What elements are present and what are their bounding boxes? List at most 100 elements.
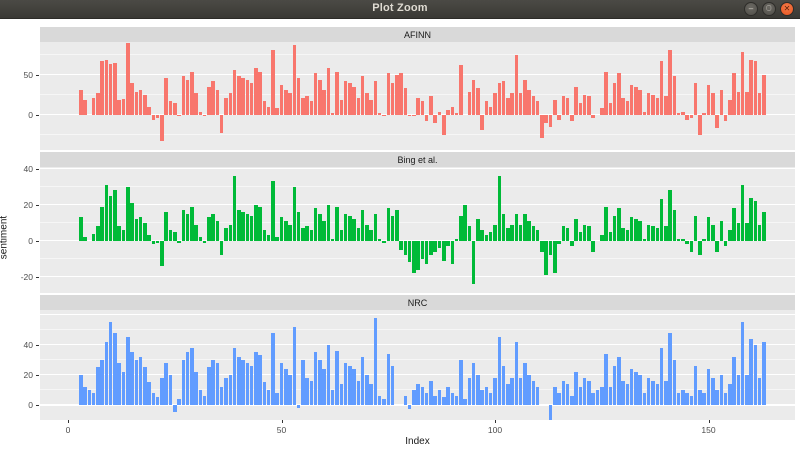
sentiment-bar	[339, 230, 344, 241]
sentiment-bar	[702, 392, 706, 405]
sentiment-bar	[151, 114, 156, 120]
sentiment-bar	[173, 102, 177, 115]
sentiment-bar	[322, 368, 326, 405]
sentiment-bar	[190, 71, 194, 115]
y-tick-label: 20	[23, 199, 33, 210]
sentiment-bar	[557, 392, 561, 405]
sentiment-bar	[194, 93, 198, 115]
sentiment-bar	[437, 111, 442, 115]
sentiment-bar	[83, 99, 87, 115]
sentiment-bar	[121, 371, 126, 405]
sentiment-bar	[292, 45, 297, 115]
sentiment-bar	[740, 51, 745, 115]
sentiment-bar	[476, 88, 480, 115]
sentiment-bar	[467, 226, 472, 241]
sentiment-bar	[591, 240, 595, 252]
sentiment-bar	[202, 114, 207, 117]
sentiment-bar	[570, 395, 574, 405]
sentiment-bar	[638, 90, 642, 115]
sentiment-bar	[143, 94, 147, 115]
sentiment-bar	[386, 208, 390, 241]
sentiment-bar	[685, 240, 689, 245]
sentiment-bar	[309, 101, 314, 115]
y-tick-mark	[36, 204, 39, 206]
sentiment-bar	[194, 224, 198, 241]
sentiment-bar	[134, 91, 139, 115]
gridline-major	[40, 168, 795, 170]
sentiment-bar	[715, 389, 719, 405]
sentiment-bar	[254, 204, 258, 241]
sentiment-bar	[655, 228, 659, 241]
sentiment-bar	[463, 204, 467, 241]
facet-strip-afinn: AFINN	[40, 27, 795, 42]
sentiment-bar	[313, 208, 318, 241]
sentiment-bar	[621, 380, 625, 405]
sentiment-bar	[518, 377, 523, 405]
sentiment-bar	[608, 102, 613, 115]
sentiment-bar	[723, 392, 728, 405]
sentiment-bar	[91, 98, 96, 115]
sentiment-bar	[412, 240, 416, 274]
y-tick-label: 20	[23, 369, 33, 380]
sentiment-bar	[617, 73, 621, 115]
sentiment-bar	[591, 392, 595, 405]
minimize-icon[interactable]: –	[744, 2, 758, 16]
sentiment-bar	[420, 240, 425, 259]
sentiment-bar	[232, 347, 237, 405]
sentiment-bar	[254, 68, 258, 115]
window-titlebar[interactable]: Plot Zoom – ▢ ✕	[0, 0, 800, 19]
sentiment-bar	[113, 62, 117, 115]
sentiment-bar	[454, 113, 459, 115]
close-icon[interactable]: ✕	[780, 2, 794, 16]
sentiment-bar	[185, 79, 190, 115]
sentiment-bar	[275, 392, 279, 405]
sentiment-bar	[284, 221, 288, 241]
sentiment-bar	[348, 215, 352, 241]
sentiment-bar	[279, 362, 284, 405]
sentiment-bar	[164, 212, 168, 241]
sentiment-bar	[249, 215, 254, 241]
sentiment-bar	[429, 380, 433, 405]
sentiment-bar	[706, 85, 711, 115]
sentiment-bar	[565, 228, 570, 241]
sentiment-bar	[412, 389, 416, 405]
sentiment-bar	[429, 240, 433, 256]
sentiment-bar	[736, 222, 741, 241]
sentiment-bar	[757, 377, 762, 405]
sentiment-bar	[254, 352, 258, 405]
sentiment-bar	[728, 383, 732, 405]
sentiment-bar	[604, 353, 608, 405]
sentiment-bar	[386, 353, 390, 405]
sentiment-bar	[266, 235, 271, 241]
sentiment-bar	[446, 240, 450, 247]
sentiment-bar	[600, 235, 604, 241]
gridline-major	[40, 240, 795, 242]
sentiment-bar	[484, 101, 489, 115]
maximize-icon[interactable]: ▢	[762, 2, 776, 16]
sentiment-bar	[228, 93, 232, 115]
sentiment-bar	[728, 99, 732, 115]
sentiment-bar	[108, 64, 113, 115]
sentiment-bar	[506, 228, 510, 241]
x-axis-title: Index	[405, 436, 430, 447]
sentiment-bar	[138, 356, 143, 405]
sentiment-bar	[514, 341, 519, 405]
y-tick-mark	[36, 240, 39, 242]
sentiment-bar	[322, 90, 326, 115]
gridline-major	[40, 313, 795, 316]
sentiment-bar	[219, 240, 224, 256]
sentiment-bar	[711, 224, 715, 241]
sentiment-bar	[360, 76, 365, 115]
sentiment-bar	[659, 347, 664, 405]
sentiment-bar	[160, 377, 164, 405]
sentiment-bar	[160, 114, 164, 142]
sentiment-bar	[211, 81, 215, 115]
sentiment-bar	[369, 383, 373, 405]
sentiment-bar	[501, 365, 506, 405]
sentiment-bar	[732, 356, 736, 405]
sentiment-bar	[266, 106, 271, 115]
sentiment-bar	[745, 91, 749, 115]
sentiment-bar	[91, 392, 96, 405]
sentiment-bar	[292, 186, 297, 241]
sentiment-bar	[621, 98, 625, 115]
